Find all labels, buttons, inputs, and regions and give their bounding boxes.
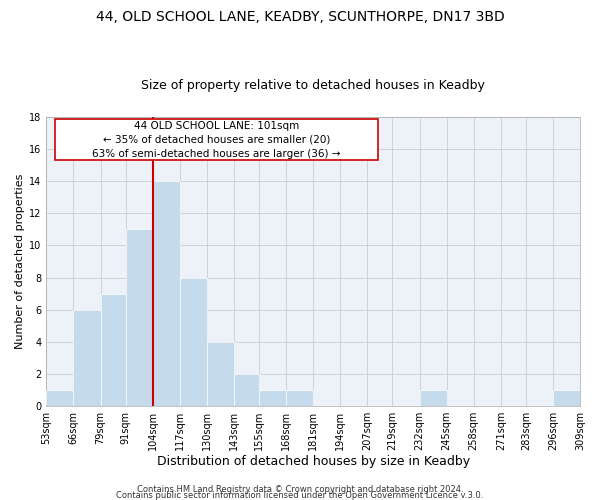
Bar: [153, 181, 180, 406]
Text: 44 OLD SCHOOL LANE: 101sqm
← 35% of detached houses are smaller (20)
63% of semi: 44 OLD SCHOOL LANE: 101sqm ← 35% of deta…: [92, 120, 341, 158]
Bar: [234, 374, 259, 406]
Text: Contains public sector information licensed under the Open Government Licence v.: Contains public sector information licen…: [116, 490, 484, 500]
Bar: [46, 390, 73, 406]
Bar: [259, 390, 286, 406]
Bar: [553, 390, 580, 406]
Bar: [180, 278, 207, 406]
Bar: [419, 390, 446, 406]
Title: Size of property relative to detached houses in Keadby: Size of property relative to detached ho…: [141, 79, 485, 92]
Bar: [73, 310, 101, 406]
X-axis label: Distribution of detached houses by size in Keadby: Distribution of detached houses by size …: [157, 454, 470, 468]
Bar: [125, 230, 153, 406]
FancyBboxPatch shape: [55, 119, 378, 160]
Text: Contains HM Land Registry data © Crown copyright and database right 2024.: Contains HM Land Registry data © Crown c…: [137, 484, 463, 494]
Text: 44, OLD SCHOOL LANE, KEADBY, SCUNTHORPE, DN17 3BD: 44, OLD SCHOOL LANE, KEADBY, SCUNTHORPE,…: [95, 10, 505, 24]
Bar: [207, 342, 234, 406]
Bar: [286, 390, 313, 406]
Bar: [101, 294, 125, 406]
Y-axis label: Number of detached properties: Number of detached properties: [15, 174, 25, 349]
